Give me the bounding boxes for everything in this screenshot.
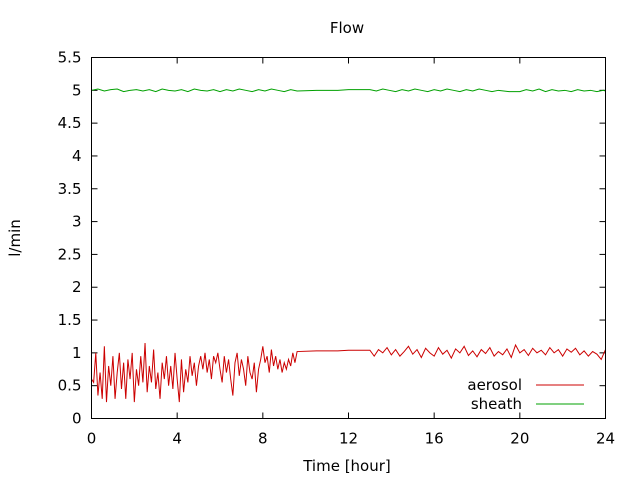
x-tick-label: 4 <box>172 430 182 448</box>
y-tick-label: 5 <box>72 81 82 99</box>
y-tick-label: 2.5 <box>58 245 82 263</box>
y-tick-label: 5.5 <box>58 49 82 67</box>
y-tick-label: 4 <box>72 147 82 165</box>
y-tick-label: 2 <box>72 278 82 296</box>
x-tick-label: 0 <box>87 430 97 448</box>
x-tick-label: 12 <box>339 430 358 448</box>
y-tick-label: 3 <box>72 213 82 231</box>
y-tick-label: 0 <box>72 410 82 428</box>
plot-frame <box>91 57 606 419</box>
x-axis-ticks: 0 4 8 12 16 20 24 <box>87 57 615 448</box>
series-line-sheath <box>91 88 606 93</box>
y-axis-label: l/min <box>6 219 24 257</box>
series-layer <box>91 88 606 403</box>
x-tick-label: 8 <box>258 430 268 448</box>
y-tick-label: 3.5 <box>58 180 82 198</box>
y-tick-label: 1 <box>72 344 82 362</box>
x-tick-label: 16 <box>425 430 444 448</box>
y-tick-label: 1.5 <box>58 311 82 329</box>
y-axis-ticks: 0 0.5 1 1.5 2 2.5 3 3.5 4 4.5 5 5.5 <box>58 49 606 428</box>
legend-label-aerosol: aerosol <box>467 376 522 394</box>
y-tick-label: 0.5 <box>58 377 82 395</box>
y-tick-label: 4.5 <box>58 114 82 132</box>
series-line-aerosol <box>91 342 606 403</box>
x-tick-label: 24 <box>596 430 615 448</box>
x-axis-label: Time [hour] <box>302 457 391 475</box>
chart-title: Flow <box>330 19 364 37</box>
legend-label-sheath: sheath <box>471 395 522 413</box>
x-tick-label: 20 <box>510 430 529 448</box>
